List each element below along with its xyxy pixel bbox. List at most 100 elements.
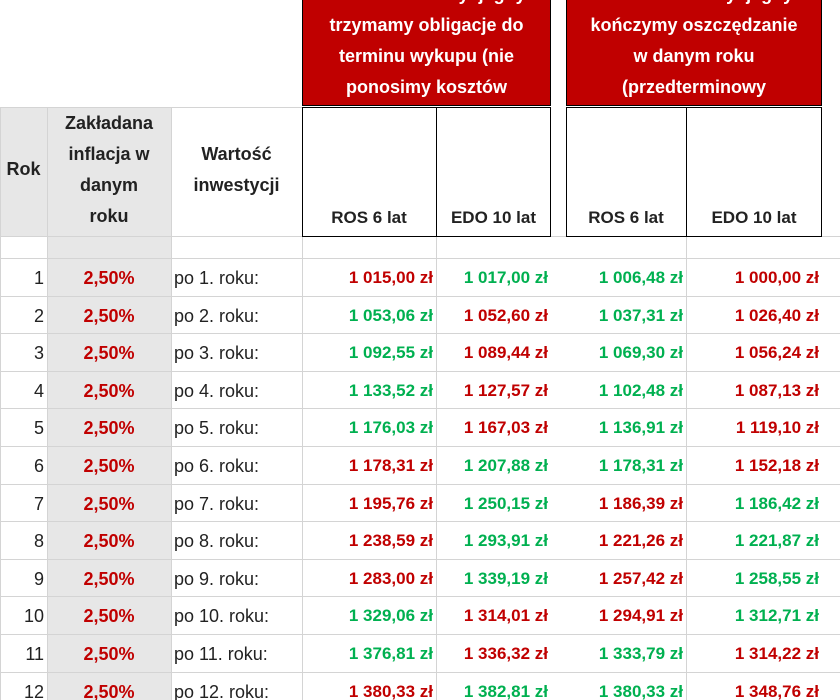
cell: 1 238,59 zł [348,531,433,551]
cell: 1 380,33 zł [598,681,683,700]
group-header-text: w danym roku [633,46,755,66]
grid-line [171,107,172,700]
cell: 1 017,00 zł [463,268,548,287]
column-header: Zakładana [64,112,154,133]
cell: 2,50% [83,493,135,514]
cell: 1 037,31 zł [598,305,683,325]
group-header-text: terminu wykupu (nie [338,46,515,66]
grid-line [0,446,840,447]
grid-line [0,596,840,598]
cell: 9 [33,568,44,589]
cell: 1 333,79 zł [598,644,683,663]
cell: 1 348,76 zł [734,681,819,700]
cell: 1 339,19 zł [463,568,548,588]
cell: 1 102,48 zł [598,380,683,400]
group-header [566,0,822,106]
cell: 1 056,24 zł [734,343,819,363]
grid-line [436,107,437,700]
group-header-text: kończymy oszczędzanie [590,15,798,35]
cell: 3 [33,343,44,364]
grid-line [0,370,840,372]
cell: po 4. roku: [174,380,260,401]
cell: 1 178,31 zł [348,456,433,475]
cell: po 1. roku: [174,268,260,288]
grid-line [302,107,303,700]
cell: po 12. roku: [174,681,270,700]
cell: 2,50% [83,606,135,627]
cell: 1 221,87 zł [734,531,819,551]
grid-line [0,333,840,335]
cell: po 8. roku: [174,531,260,552]
grid-line [0,258,840,259]
header-divider [436,107,437,236]
cell: 2,50% [83,681,135,700]
grid-line [0,107,1,700]
header-box [302,107,551,237]
grid-line [686,107,687,700]
gray-fill [0,107,47,236]
cell: po 7. roku: [174,493,260,514]
cell: 1 176,03 zł [348,418,433,438]
cell: 1 092,55 zł [348,343,433,363]
grid-line [0,107,302,108]
grid-line [0,408,840,410]
column-header: inwestycji [193,174,280,195]
group-header-text: trzymamy obligacje do [329,15,524,35]
cell: 1 026,40 zł [734,305,819,325]
column-header: roku [89,205,129,226]
cell: 1 015,00 zł [348,268,433,287]
cell: 2,50% [83,268,135,288]
cell: 1 069,30 zł [598,343,683,363]
cell: 1 053,06 zł [348,305,433,325]
column-header: EDO 10 lat [711,208,797,227]
column-header: Wartość [201,143,272,164]
cell: 1 250,15 zł [463,493,548,513]
column-header: inflacja w [68,143,150,164]
cell: po 5. roku: [174,418,260,439]
cell: 1 380,33 zł [348,681,433,700]
cell: 1 186,39 zł [598,493,683,513]
cell: 12 [23,681,44,700]
cell: 6 [33,456,44,476]
cell: 2,50% [83,456,135,476]
cell: 8 [33,531,44,552]
cell: 1 152,18 zł [734,456,819,475]
cell: 1 376,81 zł [348,644,433,663]
cell: 1 336,32 zł [463,644,548,663]
grid-line [0,634,840,635]
cell: 1 314,01 zł [463,606,548,626]
gray-fill [47,107,171,700]
cell: 1 167,03 zł [463,418,548,438]
cell: 1 052,60 zł [463,305,548,325]
cell: po 9. roku: [174,568,260,589]
grid-line [47,107,48,700]
cell: 2,50% [83,418,135,439]
cell: po 3. roku: [174,343,260,364]
cell: 1 294,91 zł [598,606,683,626]
cell: 1 178,31 zł [598,456,683,475]
cell: 1 089,44 zł [463,343,548,363]
group-header [302,0,551,106]
cell: 1 136,91 zł [598,418,683,438]
group-header-text: ponosimy kosztów [345,77,507,97]
cell: po 6. roku: [174,456,260,476]
column-header: Rok [6,159,41,179]
grid-line [0,295,840,297]
cell: 5 [33,418,44,439]
column-header: danym [79,174,139,195]
cell: po 10. roku: [174,606,270,627]
cell: 11 [25,644,44,664]
cell: 1 258,55 zł [734,568,819,588]
cell: 2,50% [83,343,135,364]
cell: 1 [33,268,44,288]
cell: 1 382,81 zł [463,681,548,700]
cell: 2,50% [83,380,135,401]
cell: 10 [23,606,44,627]
header-box [566,107,822,237]
column-header: EDO 10 lat [450,208,537,227]
cell: 2 [33,305,44,326]
cell: 1 127,57 zł [463,380,548,400]
group-header-text: Wartość inwestycji gdy [302,0,551,5]
cell: 1 195,76 zł [348,493,433,513]
